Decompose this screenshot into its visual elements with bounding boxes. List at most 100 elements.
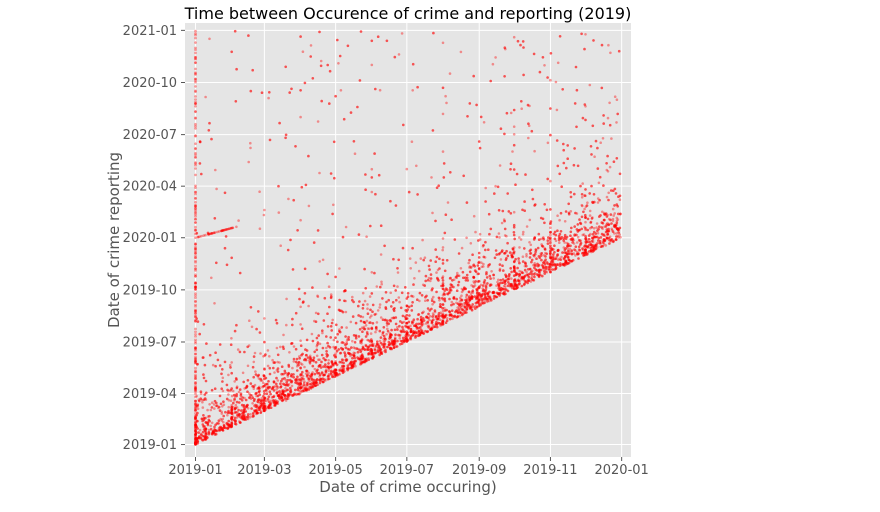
data-point bbox=[294, 360, 298, 364]
data-point bbox=[365, 330, 369, 334]
data-point bbox=[432, 300, 436, 304]
data-point bbox=[405, 335, 409, 338]
data-point bbox=[391, 301, 395, 304]
data-point bbox=[362, 327, 365, 330]
data-point bbox=[605, 237, 609, 240]
data-point bbox=[528, 104, 531, 108]
data-point bbox=[474, 280, 478, 283]
data-point bbox=[527, 279, 531, 283]
data-point bbox=[584, 248, 587, 252]
data-point bbox=[470, 307, 473, 311]
data-point bbox=[337, 62, 340, 65]
data-point bbox=[319, 366, 323, 369]
data-point bbox=[555, 108, 559, 112]
data-point bbox=[562, 142, 565, 146]
data-point bbox=[206, 422, 210, 425]
data-point bbox=[410, 140, 414, 143]
data-point bbox=[603, 212, 606, 216]
data-point bbox=[551, 268, 555, 271]
data-point bbox=[404, 324, 407, 328]
data-point bbox=[477, 285, 481, 289]
data-point bbox=[468, 258, 471, 262]
data-point bbox=[598, 175, 602, 179]
data-point bbox=[218, 343, 222, 346]
data-point bbox=[471, 303, 475, 306]
data-point bbox=[592, 39, 595, 42]
data-point bbox=[308, 354, 312, 358]
data-point bbox=[476, 295, 480, 299]
data-point bbox=[567, 249, 571, 253]
data-point bbox=[455, 316, 459, 319]
data-point bbox=[367, 348, 370, 352]
data-point bbox=[334, 371, 337, 374]
data-point bbox=[606, 154, 609, 158]
data-point bbox=[210, 276, 213, 280]
data-point bbox=[379, 351, 383, 355]
data-point bbox=[214, 429, 218, 432]
data-point bbox=[294, 145, 297, 148]
data-point bbox=[512, 133, 516, 136]
data-point bbox=[301, 370, 304, 374]
data-point bbox=[559, 237, 563, 241]
data-point bbox=[262, 404, 266, 408]
data-point bbox=[501, 209, 505, 213]
data-point bbox=[569, 230, 573, 234]
data-point bbox=[196, 407, 200, 411]
data-point bbox=[303, 389, 306, 393]
data-point bbox=[601, 137, 605, 140]
data-point bbox=[444, 213, 448, 216]
data-point bbox=[309, 44, 313, 47]
data-point bbox=[504, 287, 507, 291]
data-point bbox=[573, 248, 576, 251]
data-point bbox=[345, 326, 348, 329]
data-point bbox=[272, 380, 276, 383]
data-point bbox=[407, 305, 411, 309]
data-point bbox=[551, 258, 555, 261]
data-point bbox=[430, 319, 434, 323]
data-point bbox=[277, 394, 281, 397]
data-point bbox=[565, 235, 569, 239]
data-point bbox=[439, 324, 442, 327]
data-point bbox=[549, 179, 552, 183]
data-point bbox=[403, 330, 406, 334]
data-point bbox=[481, 292, 485, 296]
data-point bbox=[269, 392, 272, 396]
data-point bbox=[570, 236, 574, 240]
data-point bbox=[487, 264, 490, 267]
data-point bbox=[424, 299, 427, 303]
data-point bbox=[468, 102, 472, 105]
data-point bbox=[429, 328, 432, 332]
data-point bbox=[472, 263, 476, 267]
data-point bbox=[431, 315, 435, 318]
data-point bbox=[212, 431, 215, 435]
data-point bbox=[409, 324, 412, 328]
data-point bbox=[223, 360, 227, 364]
data-point bbox=[569, 210, 573, 213]
data-point bbox=[537, 269, 540, 273]
data-point bbox=[227, 409, 230, 413]
data-point bbox=[333, 176, 336, 180]
data-point bbox=[345, 359, 348, 363]
data-point bbox=[201, 430, 205, 434]
data-point bbox=[198, 332, 201, 336]
data-point bbox=[200, 438, 204, 442]
data-point bbox=[285, 297, 288, 301]
data-point bbox=[549, 256, 552, 260]
data-point bbox=[341, 310, 345, 314]
data-point bbox=[201, 400, 204, 404]
data-point bbox=[407, 334, 410, 337]
data-point bbox=[413, 334, 417, 338]
data-point bbox=[353, 360, 356, 363]
data-point bbox=[370, 167, 374, 171]
data-point bbox=[299, 380, 302, 384]
data-point bbox=[389, 319, 393, 323]
data-point bbox=[316, 229, 320, 232]
data-point bbox=[420, 319, 424, 323]
data-point bbox=[370, 351, 374, 355]
data-point bbox=[553, 244, 556, 247]
data-point bbox=[327, 344, 330, 348]
data-point bbox=[488, 274, 492, 278]
data-point bbox=[263, 208, 266, 212]
data-point bbox=[585, 204, 589, 207]
data-point bbox=[249, 393, 252, 397]
